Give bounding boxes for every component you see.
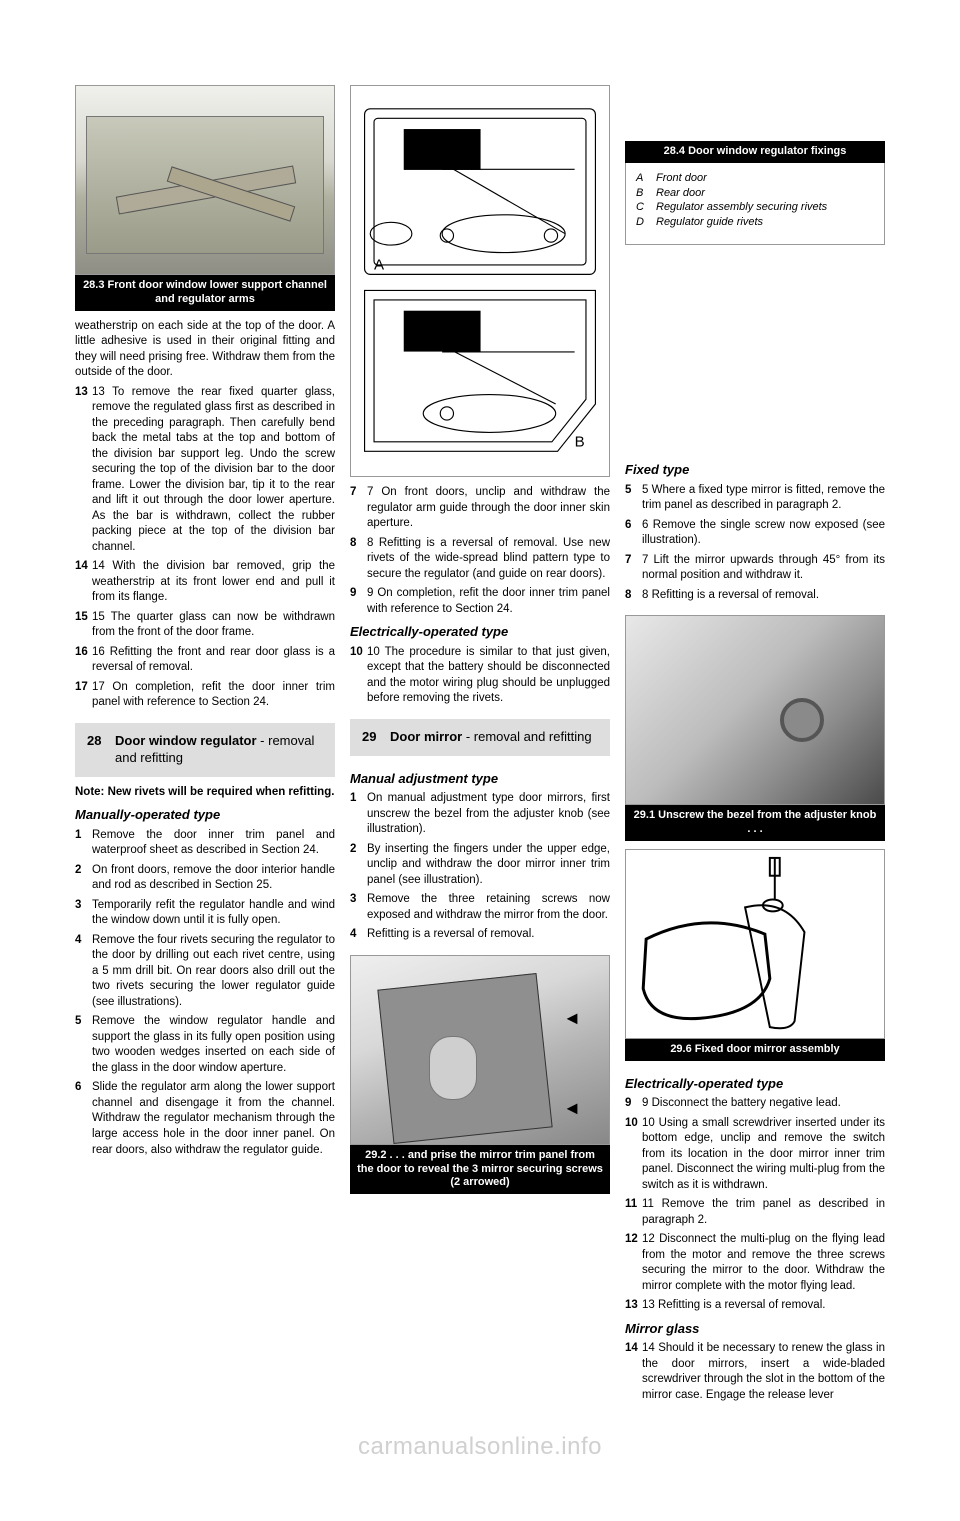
col1-lower-text: Note: New rivets will be required when r… bbox=[75, 785, 335, 1162]
caption-28-3: 28.3 Front door window lower support cha… bbox=[75, 275, 335, 311]
figure-28-4-legend: 28.4 Door window regulator fixings AFron… bbox=[625, 141, 885, 245]
figure-28-3: 28.3 Front door window lower support cha… bbox=[75, 85, 335, 311]
figure-29-2: ◄ ◄ 29.2 . . . and prise the mirror trim… bbox=[350, 955, 610, 1194]
caption-29-6: 29.6 Fixed door mirror assembly bbox=[625, 1039, 885, 1061]
caption-29-2: 29.2 . . . and prise the mirror trim pan… bbox=[350, 1145, 610, 1194]
photo-mirror-trim: ◄ ◄ bbox=[350, 955, 610, 1145]
col2-lower-text: Manual adjustment type 1On manual adjust… bbox=[350, 764, 610, 947]
door-diagram-svg: A B bbox=[357, 92, 603, 470]
watermark: carmanualsonline.info bbox=[75, 1433, 885, 1461]
caption-28-4: 28.4 Door window regulator fixings bbox=[625, 141, 885, 163]
photo-mirror-bezel bbox=[625, 615, 885, 805]
col3-text: Fixed type 55 Where a fixed type mirror … bbox=[625, 455, 885, 607]
diagram-fixed-mirror bbox=[625, 849, 885, 1039]
col2-text: 77 On front doors, unclip and withdraw t… bbox=[350, 485, 610, 711]
svg-text:B: B bbox=[575, 434, 585, 451]
col3-lower-text: Electrically-operated type 99 Disconnect… bbox=[625, 1069, 885, 1408]
figure-29-6: 29.6 Fixed door mirror assembly bbox=[625, 849, 885, 1061]
photo-door-window bbox=[75, 85, 335, 275]
svg-text:A: A bbox=[374, 257, 385, 274]
figure-28-4-diagram: A B bbox=[350, 85, 610, 477]
caption-29-1: 29.1 Unscrew the bezel from the adjuster… bbox=[625, 805, 885, 841]
section-28-header: 28 Door window regulator - removal and r… bbox=[75, 723, 335, 777]
col1-upper-text: weatherstrip on each side at the top of … bbox=[75, 319, 335, 715]
figure-29-1: 29.1 Unscrew the bezel from the adjuster… bbox=[625, 615, 885, 841]
section-29-header: 29 Door mirror - removal and refitting bbox=[350, 719, 610, 756]
